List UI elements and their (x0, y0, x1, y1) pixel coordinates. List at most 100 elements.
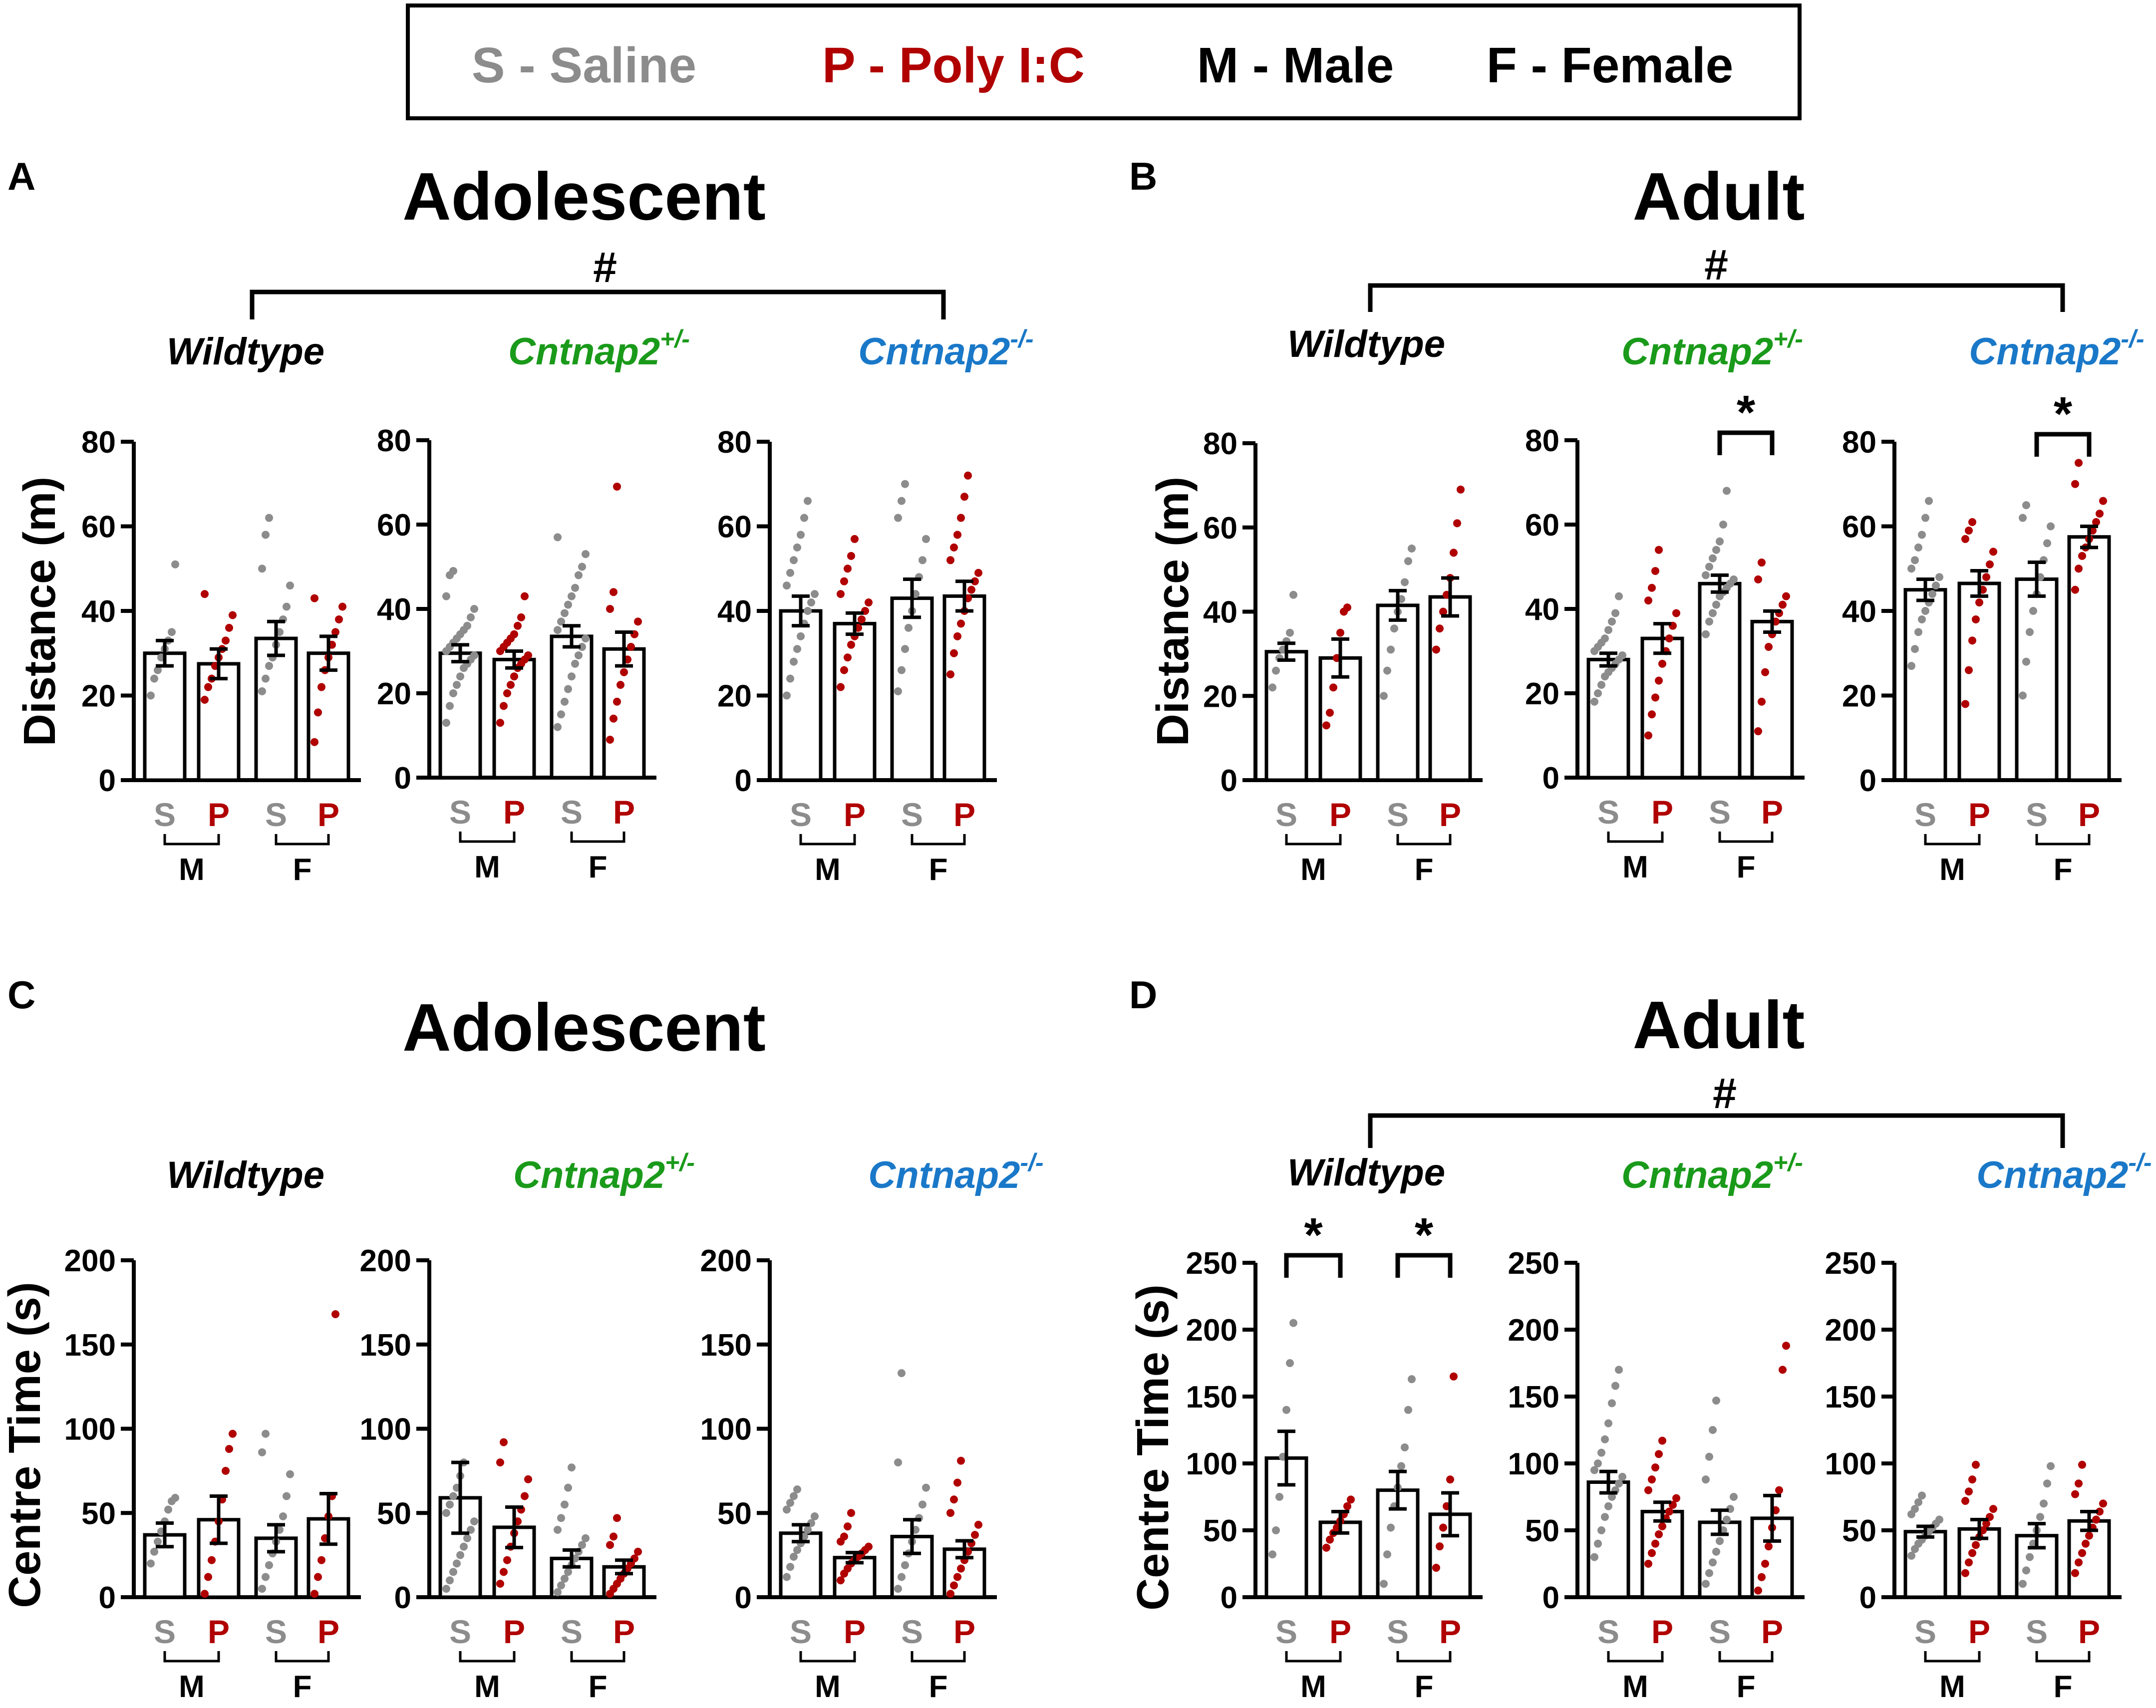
data-point (786, 1563, 794, 1571)
data-point (456, 672, 464, 681)
male-label: M (1939, 1670, 1965, 1704)
data-point (1615, 1366, 1623, 1374)
data-point (1968, 636, 1976, 645)
male-label: M (1300, 853, 1326, 887)
data-point (2022, 657, 2030, 666)
poly-label: P (1329, 1613, 1351, 1650)
data-point (2047, 1462, 2055, 1470)
data-point (946, 670, 954, 679)
saline-label: S (1597, 1613, 1619, 1650)
ko-label-base: Cntnap2 (868, 1154, 1020, 1196)
data-point (1322, 721, 1330, 730)
y-tick-label: 80 (1842, 425, 1876, 460)
data-point (837, 1576, 845, 1585)
significance-bracket (2034, 432, 2092, 457)
data-point (1404, 557, 1412, 566)
panel-letter-b: B (1129, 154, 1157, 198)
y-tick-label: 150 (360, 1328, 411, 1363)
saline-label: S (265, 796, 287, 833)
data-point (1925, 497, 1933, 505)
data-point (1611, 1382, 1619, 1390)
data-point (1432, 1564, 1440, 1572)
data-point (1716, 1537, 1724, 1545)
data-point (1268, 683, 1276, 692)
data-point (1705, 617, 1713, 626)
legend-female: F - Female (1487, 37, 1734, 93)
data-point (1343, 603, 1351, 612)
data-point (811, 1512, 819, 1520)
data-point (1655, 546, 1663, 554)
ko-label-base: Cntnap2 (1969, 330, 2121, 373)
data-point (950, 543, 958, 552)
data-point (1702, 1580, 1710, 1588)
y-tick-label: 100 (1186, 1447, 1237, 1481)
poly-label: P (953, 1613, 975, 1650)
data-point (2071, 1569, 2079, 1577)
data-point (1601, 634, 1609, 643)
data-point (1601, 1435, 1609, 1443)
bar (197, 662, 241, 782)
data-point (310, 738, 318, 746)
data-point (331, 628, 339, 636)
panel-b-title: Adult (1633, 159, 1805, 234)
data-point (1326, 709, 1334, 717)
data-point (496, 1580, 504, 1588)
data-point (557, 710, 565, 719)
data-point (521, 592, 529, 600)
y-tick-label: 0 (1859, 764, 1876, 798)
data-point (1439, 607, 1447, 616)
data-point (1968, 1549, 1976, 1557)
data-point (262, 531, 270, 539)
data-point (613, 482, 621, 491)
data-point (2047, 522, 2055, 531)
data-point (847, 552, 855, 560)
saline-label: S (265, 1613, 287, 1650)
female-label: F (1737, 1670, 1756, 1704)
data-point (950, 1581, 958, 1590)
het-label-sup: +/- (665, 1148, 695, 1176)
saline-label: S (790, 1613, 812, 1650)
data-point (1608, 1399, 1616, 1408)
data-point (901, 645, 909, 653)
y-tick-label: 50 (81, 1496, 116, 1531)
legend-male: M - Male (1197, 37, 1394, 93)
data-point (2071, 585, 2079, 594)
data-point (568, 672, 576, 681)
data-point (1782, 592, 1790, 600)
y-tick-label: 200 (64, 1244, 116, 1278)
data-point (314, 1573, 322, 1581)
data-point (554, 1526, 562, 1534)
data-point (1672, 1494, 1680, 1502)
poly-label: P (1439, 1613, 1461, 1650)
data-point (804, 1526, 812, 1534)
data-point (286, 581, 294, 590)
data-point (1935, 573, 1943, 581)
data-point (1918, 531, 1926, 539)
data-point (1651, 693, 1659, 702)
data-point (858, 615, 866, 623)
legend-saline: S - Saline (472, 37, 696, 93)
data-point (1709, 609, 1717, 617)
data-point (2099, 1499, 2107, 1508)
data-point (554, 626, 562, 634)
y-tick-label: 20 (377, 677, 411, 711)
y-tick-label: 50 (1842, 1514, 1876, 1548)
data-point (865, 1542, 873, 1551)
data-point (971, 577, 979, 585)
data-point (265, 1561, 273, 1569)
data-point (610, 714, 617, 723)
data-point (790, 657, 798, 666)
data-point (317, 1556, 325, 1564)
data-point (279, 1512, 287, 1520)
bar (1318, 1520, 1362, 1599)
data-point (894, 1585, 902, 1593)
data-point (1658, 1436, 1666, 1445)
data-point (1765, 643, 1773, 651)
y-tick-label: 0 (99, 1581, 116, 1615)
female-bracket (911, 1651, 966, 1663)
data-point (446, 1500, 454, 1509)
panel-a-genotype-wt: Wildtype (167, 330, 324, 373)
